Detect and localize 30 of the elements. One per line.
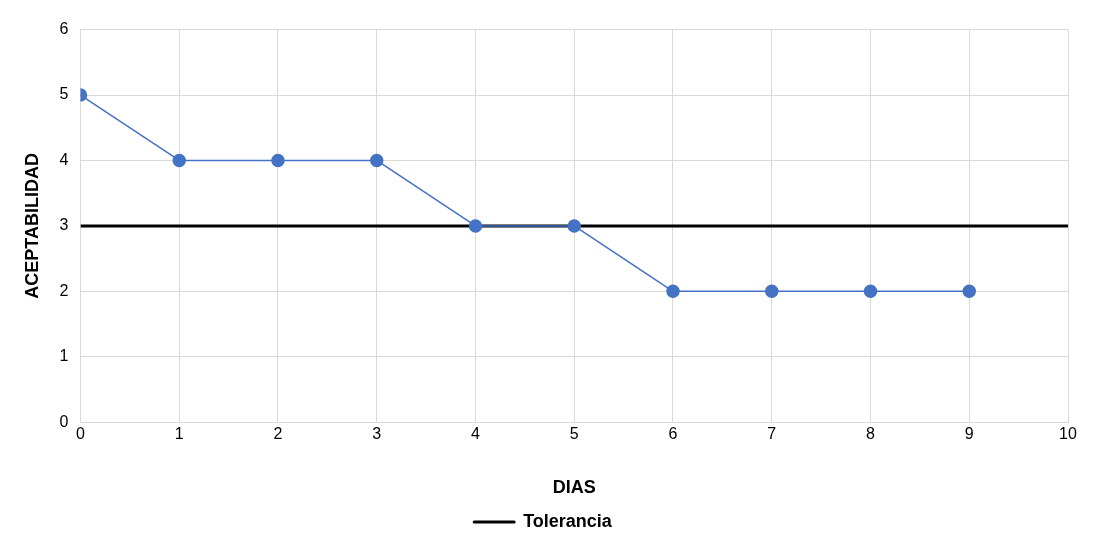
point [666, 284, 680, 299]
point [370, 153, 384, 168]
x-tick-label: 2 [273, 425, 283, 443]
point [962, 284, 976, 299]
x-tick-label: 6 [668, 425, 678, 443]
x-axis-title: DIAS [552, 477, 596, 498]
legend-label: Tolerancia [523, 510, 613, 531]
point [863, 284, 878, 299]
x-tick-label: 7 [767, 425, 777, 443]
y-tick-label: 2 [59, 281, 69, 299]
y-tick-label: 0 [59, 412, 69, 430]
x-tick-label: 5 [569, 425, 579, 443]
x-tick-label: 4 [471, 425, 481, 443]
point [567, 219, 581, 233]
y-axis-title: ACEPTABILIDAD [21, 153, 42, 299]
x-tick-label: 10 [1059, 425, 1077, 443]
point [765, 284, 779, 299]
y-tick-label: 1 [59, 347, 69, 365]
x-tick-label: 1 [174, 425, 184, 443]
y-tick-label: 6 [59, 20, 69, 38]
x-tick-label: 8 [866, 425, 876, 443]
x-tick-label: 0 [76, 425, 86, 443]
point [271, 153, 285, 168]
point [468, 219, 483, 233]
x-tick-label: 9 [964, 425, 974, 443]
x-tick-label: 3 [372, 425, 382, 443]
y-tick-label: 5 [59, 85, 69, 103]
point [172, 153, 186, 168]
y-tick-label: 3 [59, 216, 69, 234]
y-tick-label: 4 [59, 150, 69, 168]
